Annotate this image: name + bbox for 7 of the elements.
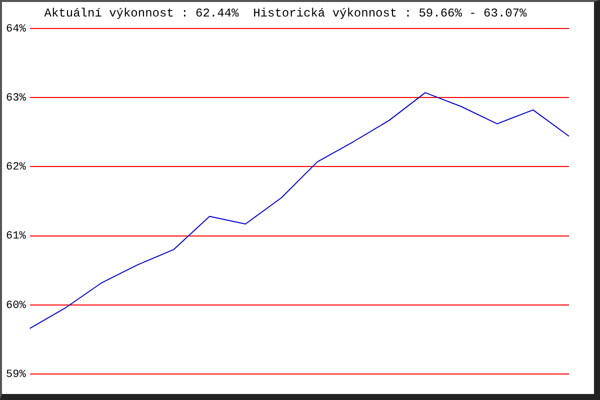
y-tick-label: 61%	[6, 230, 26, 243]
y-tick-label: 62%	[6, 162, 26, 174]
chart-title: Aktuální výkonnost : 62.44% Historická výkonnost : 59.66% - 63.07%	[44, 6, 528, 20]
y-tick-label: 60%	[6, 300, 26, 312]
y-tick-label: 64%	[6, 23, 26, 36]
y-tick-label: 63%	[6, 92, 26, 104]
y-tick-label: 59%	[6, 368, 26, 381]
